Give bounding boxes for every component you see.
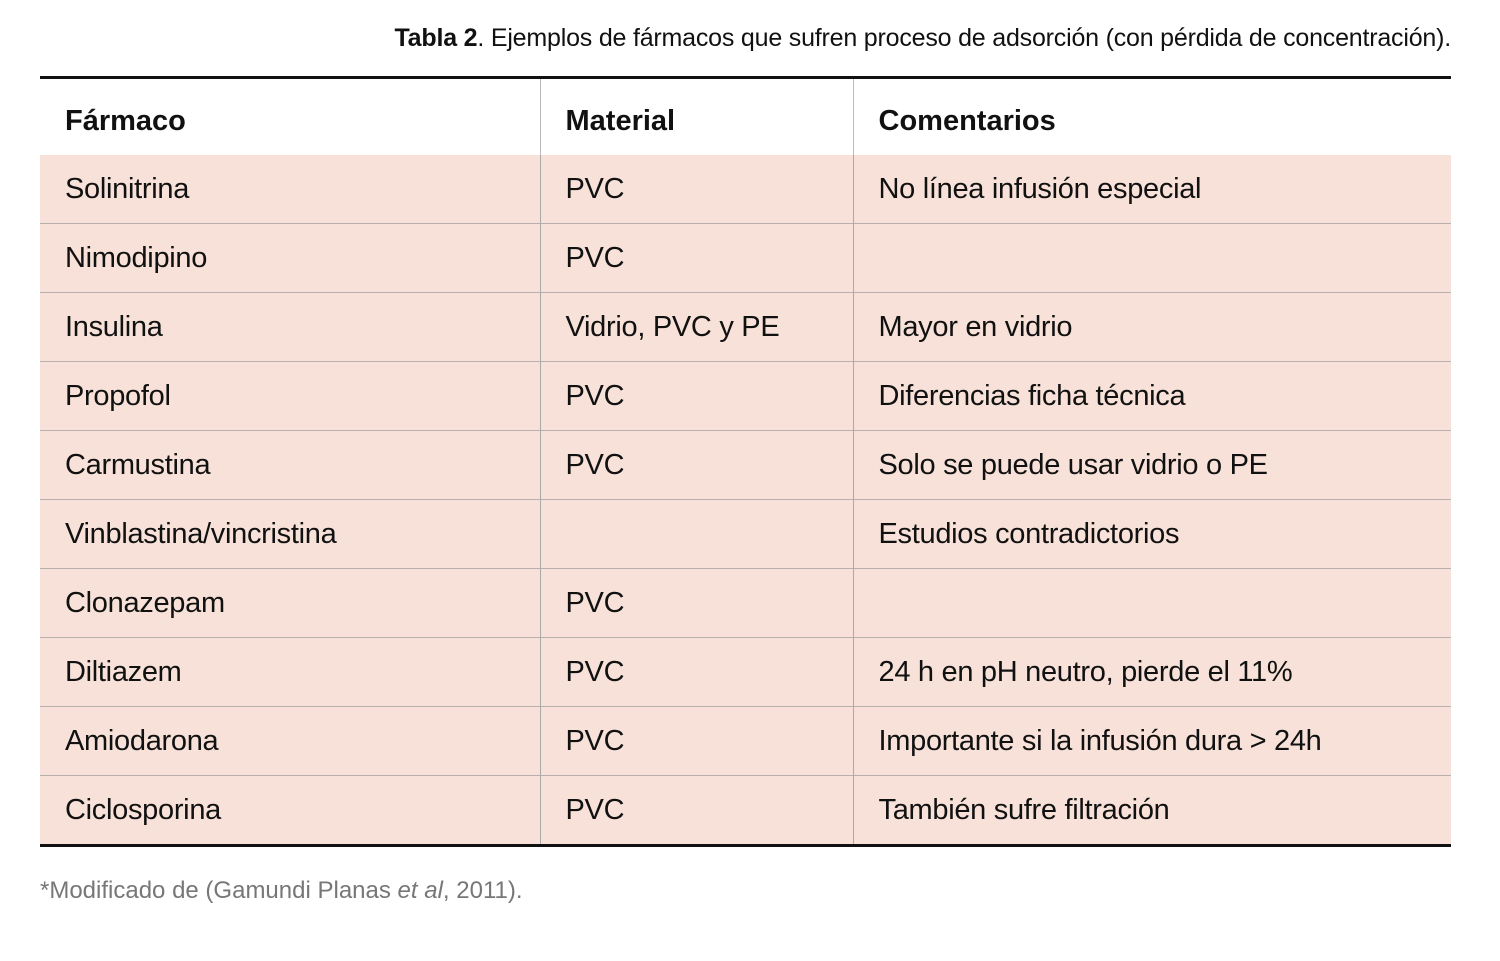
table-row: Carmustina PVC Solo se puede usar vidrio o… — [40, 430, 1451, 500]
table-row: Vinblastina/vincristina Estudios contradi… — [40, 499, 1451, 569]
cell-material: PVC — [539, 223, 853, 293]
cell-farmaco: Solinitrina — [40, 155, 540, 224]
drug-adsorption-table: Fármaco Material Comentarios Solinitrina… — [40, 76, 1451, 847]
cell-farmaco: Carmustina — [40, 430, 540, 500]
cell-comentarios: También sufre filtración — [852, 775, 1451, 846]
caption-text: . Ejemplos de fármacos que sufren proces… — [477, 24, 1451, 52]
cell-comentarios: Estudios contradictorios — [852, 499, 1451, 569]
cell-comentarios: Diferencias ficha técnica — [852, 361, 1451, 431]
table-row: Ciclosporina PVC También sufre filtración — [40, 775, 1451, 846]
cell-farmaco: Ciclosporina — [40, 775, 540, 846]
cell-farmaco: Nimodipino — [40, 223, 540, 293]
cell-material: Vidrio, PVC y PE — [539, 292, 853, 362]
table-row: Solinitrina PVC No línea infusión especial — [40, 155, 1451, 224]
footnote: *Modificado de (Gamundi Planas et al, 20… — [40, 877, 523, 905]
footnote-text: *Modificado de (Gamundi Planas — [40, 877, 398, 904]
cell-material: PVC — [539, 706, 853, 776]
caption-label: Tabla 2 — [394, 24, 478, 52]
table-row: Propofol PVC Diferencias ficha técnica — [40, 361, 1451, 431]
cell-material: PVC — [539, 361, 853, 431]
cell-farmaco: Insulina — [40, 292, 540, 362]
table-row: Amiodarona PVC Importante si la infusión d… — [40, 706, 1451, 776]
cell-farmaco: Diltiazem — [40, 637, 540, 707]
cell-comentarios: Mayor en vidrio — [852, 292, 1451, 362]
cell-farmaco: Amiodarona — [40, 706, 540, 776]
table-caption: Tabla 2. Ejemplos de fármacos que sufren… — [394, 24, 1451, 53]
footnote-end: , 2011). — [442, 877, 523, 904]
cell-comentarios — [852, 223, 1451, 293]
cell-material: PVC — [539, 637, 853, 707]
cell-farmaco: Propofol — [40, 361, 540, 431]
table-row: Insulina Vidrio, PVC y PE Mayor en vidrio — [40, 292, 1451, 362]
cell-comentarios: No línea infusión especial — [852, 155, 1451, 224]
cell-farmaco: Clonazepam — [40, 568, 540, 638]
table-row: Diltiazem PVC 24 h en pH neutro, pierde el… — [40, 637, 1451, 707]
header-material: Material — [539, 77, 853, 155]
header-farmaco: Fármaco — [40, 77, 540, 155]
cell-material: PVC — [539, 568, 853, 638]
cell-material — [539, 499, 853, 569]
cell-comentarios: 24 h en pH neutro, pierde el 11% — [852, 637, 1451, 707]
table-row: Clonazepam PVC — [40, 568, 1451, 638]
cell-comentarios: Solo se puede usar vidrio o PE — [852, 430, 1451, 500]
table-row: Nimodipino PVC — [40, 223, 1451, 293]
header-comentarios: Comentarios — [852, 77, 1451, 155]
cell-material: PVC — [539, 155, 853, 224]
cell-material: PVC — [539, 430, 853, 500]
footnote-italic: et al — [397, 877, 443, 904]
cell-comentarios — [852, 568, 1451, 638]
cell-farmaco: Vinblastina/vincristina — [40, 499, 540, 569]
cell-material: PVC — [539, 775, 853, 846]
cell-comentarios: Importante si la infusión dura > 24h — [852, 706, 1451, 776]
header-row: Fármaco Material Comentarios — [40, 77, 1451, 155]
